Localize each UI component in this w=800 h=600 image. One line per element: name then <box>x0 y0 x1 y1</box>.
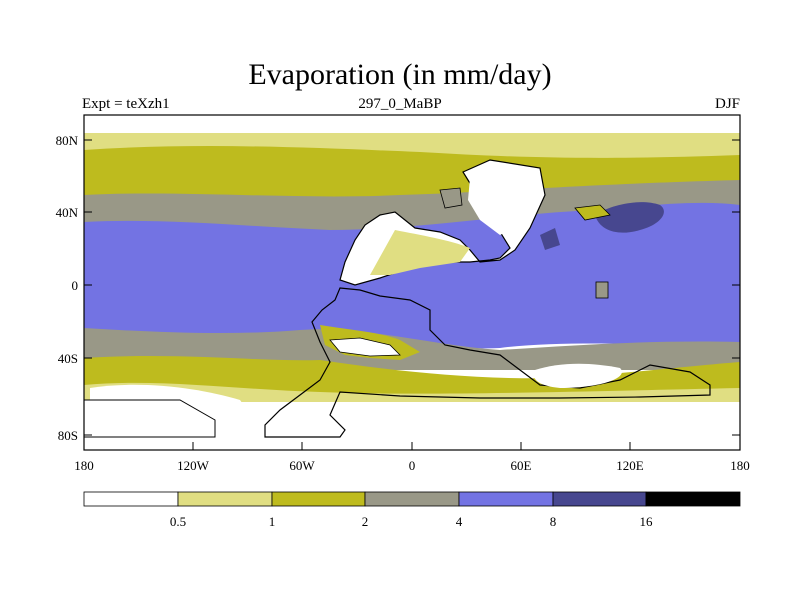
legend-label: 8 <box>550 514 557 529</box>
map-field <box>84 115 740 450</box>
legend-swatch <box>364 491 460 507</box>
lon-tick-label: 180 <box>74 458 94 473</box>
northern-continent-interior <box>468 168 535 235</box>
lon-tick-label: 60W <box>289 458 315 473</box>
legend-swatch <box>552 491 647 507</box>
lon-tick-label: 180 <box>730 458 750 473</box>
latitude-axis: 80N 40N 0 40S 80S <box>56 133 740 443</box>
legend-label: 1 <box>269 514 276 529</box>
legend-swatch <box>177 491 273 507</box>
lat-tick-label: 40N <box>56 205 79 220</box>
legend-label: 2 <box>362 514 369 529</box>
small-island <box>595 281 609 299</box>
southeast-white-patch <box>533 363 622 388</box>
legend-label: 0.5 <box>170 514 186 529</box>
continent-white-region <box>329 337 401 357</box>
lon-tick-label: 0 <box>409 458 416 473</box>
legend-swatch <box>83 491 179 507</box>
lat-tick-label: 0 <box>72 278 79 293</box>
lat-tick-label: 80S <box>58 428 78 443</box>
small-island-2 <box>574 204 611 221</box>
southern-continent-outline <box>264 287 711 438</box>
season-label: DJF <box>714 96 740 112</box>
legend-swatch <box>645 491 741 507</box>
lat-tick-label: 40S <box>58 351 78 366</box>
time-label: 297_0_MaBP <box>358 96 442 112</box>
tropical-blue-band <box>84 202 740 349</box>
high-evaporation-patch <box>595 202 664 233</box>
small-island-3 <box>439 187 463 209</box>
legend-swatch <box>271 491 366 507</box>
lon-tick-label: 120E <box>616 458 644 473</box>
color-bar: 0.5 1 2 4 8 16 <box>83 491 741 529</box>
experiment-label: Expt = teXzh1 <box>82 96 170 112</box>
lat-tick-label: 80N <box>56 133 79 148</box>
lon-tick-label: 60E <box>511 458 532 473</box>
longitude-axis: 180 120W 60W 0 60E 120E 180 <box>74 442 750 473</box>
high-evaporation-patch-2 <box>540 228 560 250</box>
legend-swatch <box>458 491 554 507</box>
southwest-continent <box>84 399 216 438</box>
lon-tick-label: 120W <box>177 458 210 473</box>
map-title: Evaporation (in mm/day) <box>248 58 552 91</box>
continent-pale-region <box>370 230 470 275</box>
legend-label: 16 <box>640 514 654 529</box>
legend-label: 4 <box>456 514 463 529</box>
